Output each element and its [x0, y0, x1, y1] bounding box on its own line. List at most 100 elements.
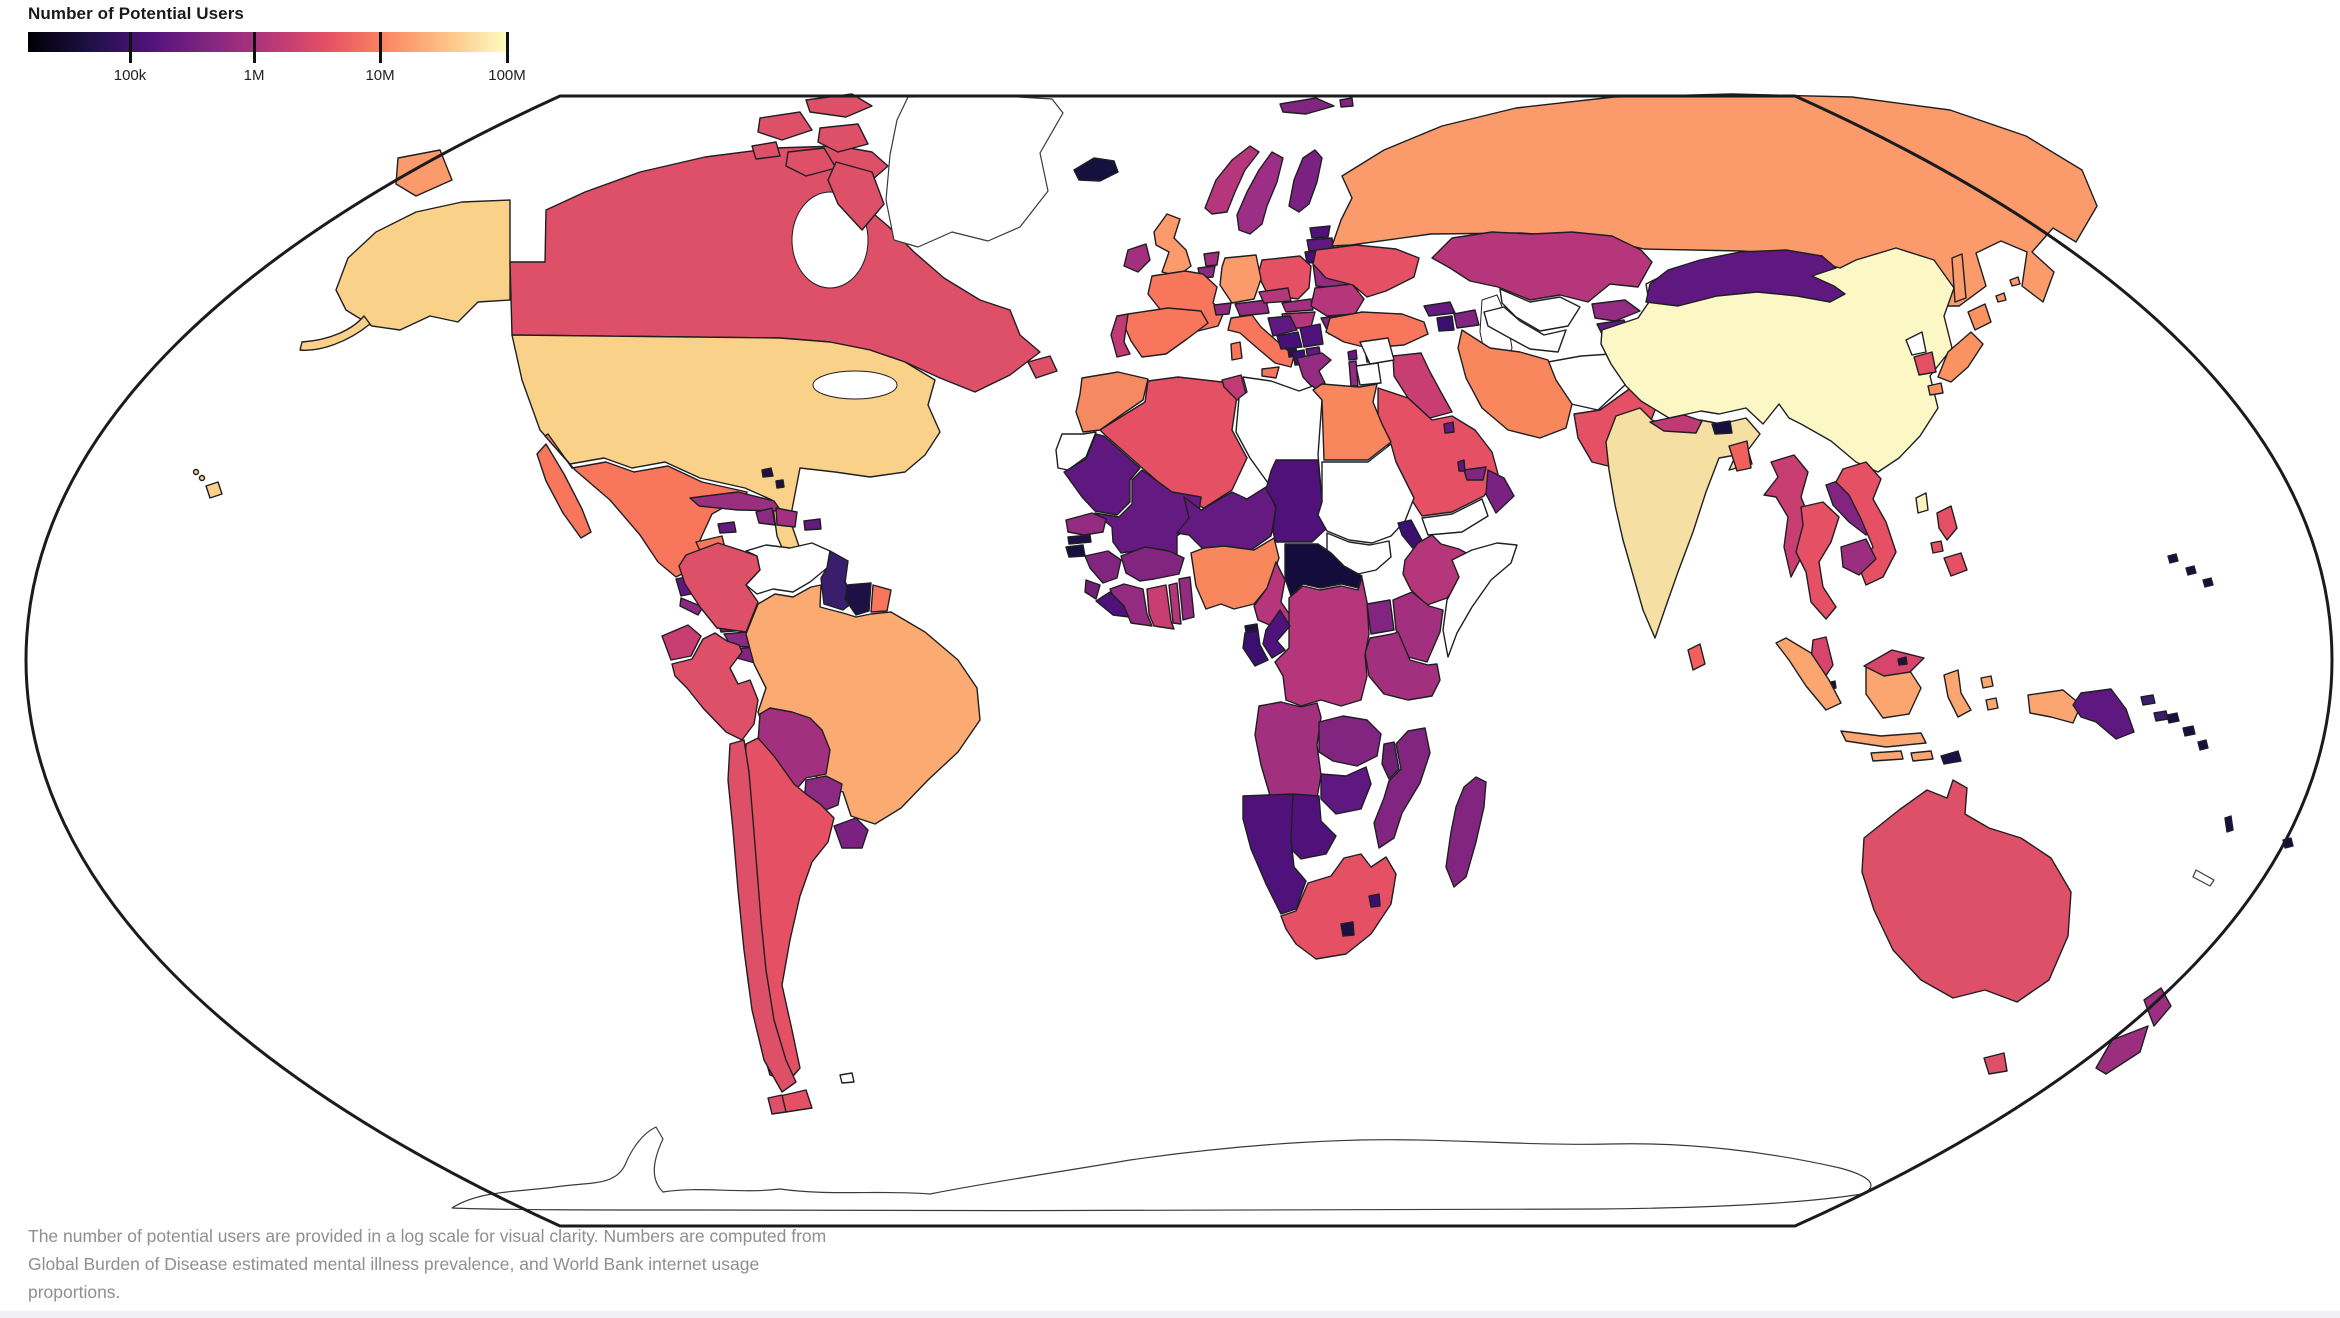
- country-ch: [727, 739, 797, 1093]
- country-lesotho: [1340, 921, 1355, 937]
- country-ireland: [1123, 243, 1151, 273]
- legend-tick-label: 10M: [365, 67, 395, 84]
- country-croatia: [1267, 315, 1298, 337]
- country-niger: [1176, 486, 1277, 551]
- country-puerto-rico: [803, 518, 822, 531]
- country-malaysia-borneo: [1863, 649, 1925, 677]
- country-gabon: [1242, 630, 1269, 667]
- country-angola: [1254, 701, 1322, 800]
- country-armenia: [1436, 315, 1455, 332]
- country-togo: [1168, 582, 1182, 625]
- country-qatar: [1457, 459, 1466, 472]
- country-estonia: [1309, 225, 1331, 239]
- country-georgia: [1423, 301, 1456, 317]
- country-sudan: [1317, 443, 1415, 544]
- country-finland: [1288, 149, 1323, 213]
- country-chad: [1265, 459, 1328, 543]
- country-jamaica: [717, 521, 737, 534]
- caption-line-2: Global Burden of Disease estimated menta…: [28, 1254, 760, 1274]
- country-mongolia: [1645, 249, 1846, 307]
- legend-tick-mark: [506, 32, 509, 63]
- country-italy-sicily: [1261, 366, 1280, 379]
- country-iraq: [1392, 352, 1453, 419]
- japan-islands: [1927, 303, 1992, 396]
- country-norway: [1204, 145, 1260, 215]
- country-indonesia-west-papua: [2027, 689, 2082, 724]
- legend-tick-label: 100M: [488, 67, 526, 84]
- country-sri-lanka: [1687, 643, 1706, 671]
- country-australia-tasmania: [1983, 1052, 2008, 1075]
- country-colombia: [678, 542, 761, 633]
- country-morocco: [1075, 371, 1149, 433]
- country-slovakia: [1281, 298, 1314, 313]
- greenland-outline: [885, 95, 1064, 248]
- country-italy: [1227, 314, 1295, 368]
- country-french-guiana: [870, 584, 892, 613]
- country-kyrgyzstan: [1591, 299, 1641, 322]
- caption-line-3: proportions.: [28, 1282, 121, 1302]
- country-austria: [1234, 299, 1270, 317]
- legend-colorbar: 100k 1M 10M 100M: [28, 32, 526, 84]
- country-brunei: [1897, 656, 1908, 666]
- country-peru: [671, 632, 759, 741]
- country-guinea-bissau: [1065, 544, 1086, 558]
- country-cameroon: [1253, 561, 1295, 629]
- country-drc: [1274, 577, 1370, 707]
- country-tierra-del-fuego-chile: [767, 1094, 787, 1115]
- hawaii-islands: [192, 468, 223, 499]
- country-oman: [1485, 469, 1515, 514]
- country-vietnam: [1835, 461, 1897, 586]
- country-uae: [1463, 466, 1487, 481]
- country-el-salvador: [679, 597, 704, 616]
- bottom-divider: [0, 1311, 2340, 1318]
- country-azerbaijan: [1453, 309, 1480, 329]
- country-spain: [1123, 307, 1209, 358]
- country-italy-sardinia: [1230, 341, 1243, 361]
- country-netherlands: [1203, 251, 1220, 267]
- country-india: [1605, 407, 1761, 639]
- country-czechia: [1258, 287, 1292, 304]
- country-dominican-republic: [775, 507, 798, 528]
- country-uruguay: [833, 817, 869, 849]
- country-greece: [1296, 352, 1332, 390]
- country-switzerland: [1213, 302, 1232, 316]
- country-mexico-baja: [536, 443, 592, 539]
- country-alaska-aleutians: [299, 315, 371, 351]
- country-tanzania: [1364, 631, 1441, 701]
- country-falkland: [839, 1072, 855, 1084]
- country-mauritania: [1063, 433, 1141, 516]
- country-western-sahara: [1055, 431, 1097, 471]
- country-syria: [1359, 337, 1395, 365]
- country-north-korea: [1905, 331, 1927, 356]
- color-legend: Number of Potential Users 100k 1M 10M 100M: [28, 4, 526, 84]
- country-senegal: [1065, 512, 1107, 536]
- country-ivory-coast: [1109, 583, 1153, 627]
- country-lebanon: [1347, 349, 1358, 361]
- country-bhutan: [1711, 420, 1733, 435]
- country-somalia: [1442, 542, 1518, 658]
- country-guinea: [1084, 550, 1122, 584]
- country-canada-newfoundland: [1027, 355, 1058, 379]
- country-iceland: [1073, 157, 1119, 182]
- country-bosnia: [1276, 331, 1303, 350]
- country-ghana: [1146, 584, 1175, 630]
- solomon-islands: [2166, 712, 2209, 751]
- country-burkina-faso: [1120, 546, 1185, 582]
- country-israel: [1348, 360, 1359, 387]
- country-ukraine: [1312, 244, 1420, 298]
- map-frame: [24, 94, 2334, 1228]
- country-haiti: [755, 507, 776, 526]
- svalbard-islands: [1279, 97, 1354, 115]
- country-indonesia-java: [1840, 730, 1927, 748]
- country-venezuela: [745, 542, 831, 595]
- country-serbia: [1299, 323, 1324, 348]
- country-ecuador: [661, 624, 702, 661]
- country-cambodia: [1840, 538, 1877, 576]
- country-germany: [1219, 254, 1262, 304]
- country-nepal: [1649, 414, 1703, 434]
- country-portugal: [1110, 313, 1131, 358]
- country-alaska: [335, 199, 511, 331]
- legend-tick-label: 100k: [113, 67, 147, 84]
- country-romania: [1310, 283, 1365, 317]
